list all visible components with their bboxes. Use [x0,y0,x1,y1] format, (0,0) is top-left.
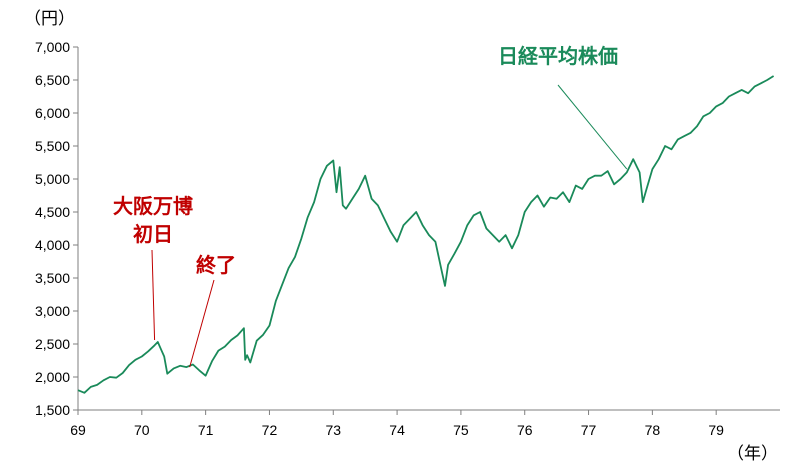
x-tick-label: 75 [453,422,469,438]
annotation-leader-line [151,249,156,341]
y-tick-label: 2,000 [35,369,70,385]
y-tick-label: 5,500 [35,138,70,154]
x-tick-label: 71 [198,422,214,438]
y-tick-label: 7,000 [35,39,70,55]
x-tick-label: 79 [708,422,724,438]
y-tick-label: 3,500 [35,270,70,286]
x-tick-label: 78 [645,422,661,438]
annotation-leader-line [189,279,215,368]
x-tick-label: 73 [325,422,341,438]
annotation-label: 大阪万博 [113,194,193,218]
axes-group [77,47,780,411]
x-tick-label: 70 [134,422,150,438]
y-tick-label: 5,000 [35,171,70,187]
x-tick-label: 74 [389,422,405,438]
y-tick-label: 4,500 [35,204,70,220]
y-axis-unit-label: （円） [24,9,75,29]
x-axis-unit-label: （年） [727,444,778,464]
x-tick-group: 69 70 71 72 73 74 75 76 77 78 79 [70,410,724,438]
annotation-label: 日経平均株価 [498,44,618,68]
x-tick-label: 76 [517,422,533,438]
series-group [77,75,775,394]
x-tick-label: 69 [70,422,86,438]
y-tick-label: 6,500 [35,72,70,88]
series-line [77,75,775,394]
y-tick-label: 6,000 [35,105,70,121]
y-tick-label: 2,500 [35,336,70,352]
annotation-leader-line [557,84,628,170]
annotation-label: 終了 [196,253,236,277]
annotation-label: 初日 [133,222,173,246]
y-tick-label: 4,000 [35,237,70,253]
y-tick-group: 1,500 2,000 2,500 3,000 3,500 4,000 4,500 5,000… [35,39,78,418]
x-tick-label: 72 [262,422,278,438]
x-tick-label: 77 [581,422,597,438]
y-tick-label: 3,000 [35,303,70,319]
y-tick-label: 1,500 [35,402,70,418]
